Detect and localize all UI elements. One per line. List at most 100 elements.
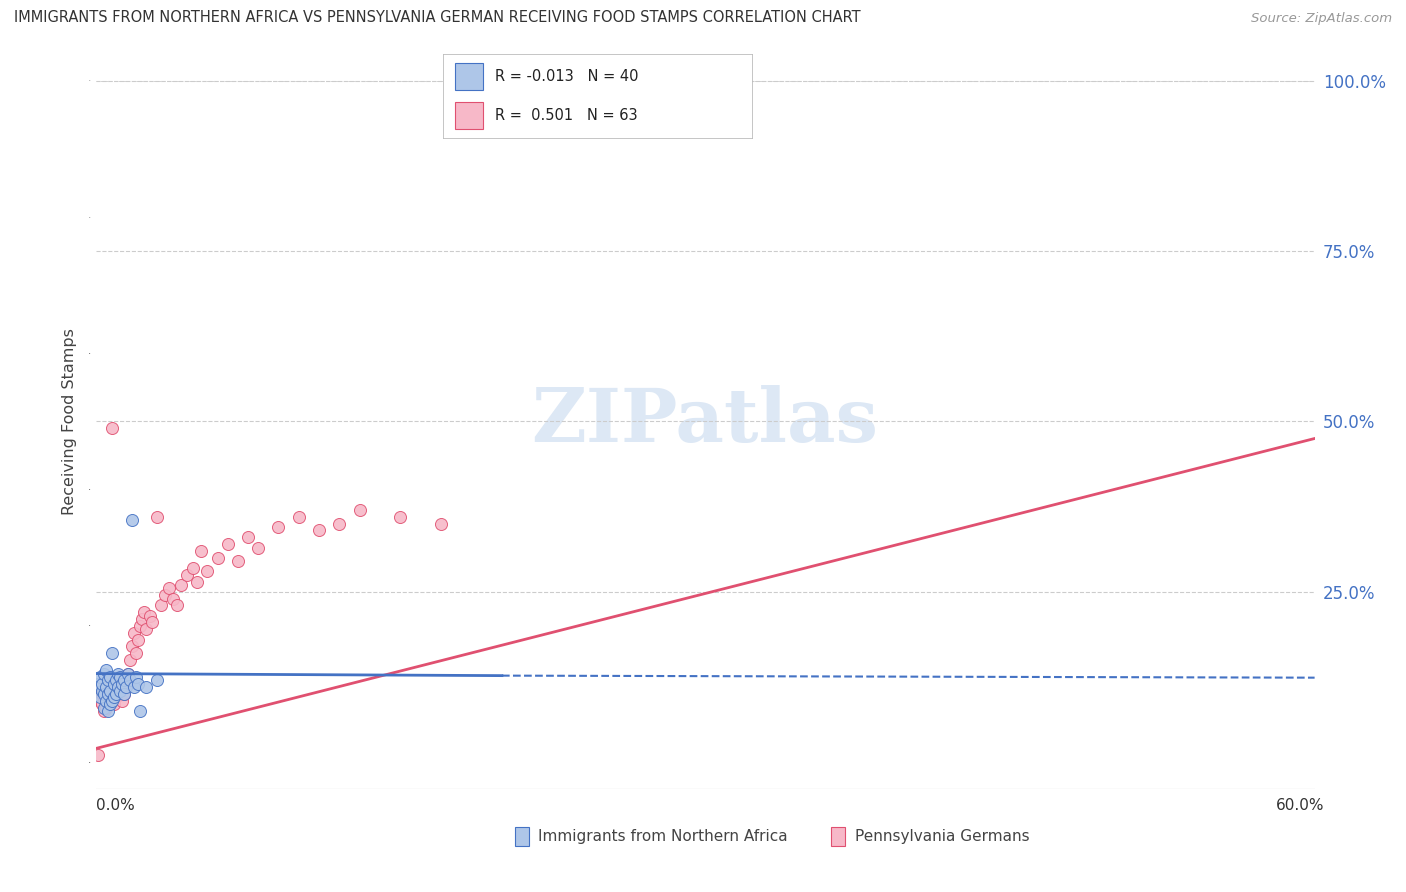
Point bbox=[125, 646, 148, 660]
Point bbox=[430, 516, 453, 531]
Point bbox=[131, 612, 153, 626]
Point bbox=[267, 520, 290, 534]
Point bbox=[328, 516, 350, 531]
Point bbox=[117, 666, 139, 681]
Point bbox=[107, 680, 129, 694]
Point bbox=[129, 704, 152, 718]
Point bbox=[153, 588, 176, 602]
Text: R = -0.013   N = 40: R = -0.013 N = 40 bbox=[495, 69, 638, 84]
Point bbox=[90, 698, 112, 712]
Point bbox=[122, 680, 145, 694]
Bar bbox=[456, 102, 484, 129]
Point bbox=[101, 687, 124, 701]
Point bbox=[93, 666, 115, 681]
Point bbox=[117, 666, 139, 681]
Point bbox=[389, 509, 412, 524]
Point bbox=[349, 503, 371, 517]
Point bbox=[108, 683, 131, 698]
Point bbox=[94, 687, 117, 701]
Point bbox=[120, 673, 142, 688]
Point bbox=[89, 670, 111, 684]
Point bbox=[98, 698, 121, 712]
Point bbox=[93, 687, 115, 701]
Point bbox=[108, 670, 131, 684]
Point bbox=[127, 632, 149, 647]
Point bbox=[101, 694, 124, 708]
Point bbox=[104, 673, 127, 688]
Point bbox=[247, 541, 270, 555]
Point bbox=[107, 673, 129, 688]
Point bbox=[93, 677, 115, 691]
Point bbox=[98, 690, 121, 705]
Point bbox=[97, 687, 120, 701]
Point bbox=[104, 687, 127, 701]
Point bbox=[112, 687, 135, 701]
Point bbox=[101, 646, 124, 660]
Point bbox=[134, 605, 156, 619]
Point bbox=[90, 677, 112, 691]
Point bbox=[89, 680, 111, 694]
Point bbox=[97, 698, 120, 712]
Point bbox=[97, 704, 120, 718]
Point bbox=[186, 574, 208, 589]
Point bbox=[111, 680, 134, 694]
Point bbox=[127, 677, 149, 691]
Point bbox=[94, 694, 117, 708]
Point bbox=[112, 687, 135, 701]
Point bbox=[145, 509, 167, 524]
Point bbox=[120, 653, 142, 667]
Point bbox=[89, 694, 111, 708]
Text: 60.0%: 60.0% bbox=[1277, 798, 1324, 813]
Point bbox=[93, 704, 115, 718]
Point bbox=[94, 700, 117, 714]
Point bbox=[104, 677, 127, 691]
Point bbox=[139, 608, 162, 623]
Text: Immigrants from Northern Africa: Immigrants from Northern Africa bbox=[538, 830, 789, 844]
Point bbox=[141, 615, 163, 630]
Y-axis label: Receiving Food Stamps: Receiving Food Stamps bbox=[62, 328, 77, 515]
Point bbox=[170, 578, 193, 592]
Point bbox=[122, 625, 145, 640]
Point bbox=[236, 530, 259, 544]
Point bbox=[162, 591, 184, 606]
Point bbox=[86, 677, 108, 691]
Point bbox=[98, 670, 121, 684]
Point bbox=[190, 544, 212, 558]
Point bbox=[288, 509, 311, 524]
Point bbox=[108, 670, 131, 684]
Point bbox=[94, 680, 117, 694]
Point bbox=[125, 670, 148, 684]
Point bbox=[107, 687, 129, 701]
Point bbox=[121, 640, 143, 654]
Point bbox=[145, 673, 167, 688]
Point bbox=[97, 683, 120, 698]
Point bbox=[98, 677, 121, 691]
Point bbox=[103, 690, 125, 705]
Point bbox=[103, 698, 125, 712]
Text: Source: ZipAtlas.com: Source: ZipAtlas.com bbox=[1251, 12, 1392, 25]
Point bbox=[308, 524, 330, 538]
Point bbox=[207, 550, 229, 565]
Point bbox=[129, 619, 152, 633]
Point bbox=[103, 680, 125, 694]
Point bbox=[101, 421, 124, 435]
Point bbox=[103, 677, 125, 691]
Point bbox=[176, 567, 198, 582]
Point bbox=[89, 690, 111, 705]
Point bbox=[217, 537, 239, 551]
Point bbox=[112, 673, 135, 688]
Point bbox=[90, 687, 112, 701]
Point bbox=[135, 680, 157, 694]
Bar bbox=[456, 62, 484, 90]
Point bbox=[157, 582, 180, 596]
Point bbox=[135, 622, 157, 636]
Point bbox=[181, 561, 204, 575]
Point bbox=[111, 677, 134, 691]
Point bbox=[149, 599, 172, 613]
Point bbox=[111, 694, 134, 708]
Point bbox=[166, 599, 188, 613]
Point bbox=[98, 683, 121, 698]
Point bbox=[93, 700, 115, 714]
Text: Pennsylvania Germans: Pennsylvania Germans bbox=[855, 830, 1029, 844]
Text: ZIPatlas: ZIPatlas bbox=[531, 385, 879, 458]
